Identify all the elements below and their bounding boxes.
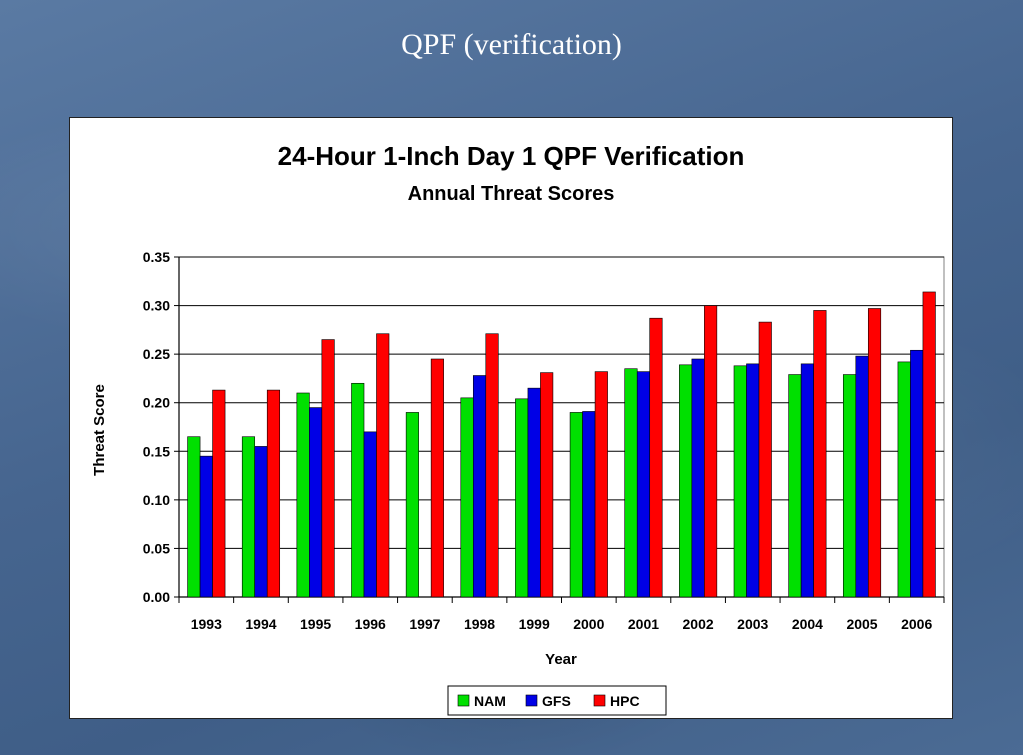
y-tick-label: 0.10 [143,492,170,508]
bar-gfs-2003 [746,363,760,598]
legend-label-hpc: HPC [610,693,640,709]
legend-swatch-gfs [525,694,538,707]
bar-gfs-2006 [910,349,924,598]
y-tick-label: 0.15 [143,443,170,459]
bar-hpc-2002 [704,305,718,598]
bar-chart: 24-Hour 1-Inch Day 1 QPF Verification An… [91,141,945,716]
bar-hpc-2000 [594,371,608,598]
plot-area: 0.00 0.05 0.10 0.15 0.20 0.25 0.30 0.35 1993 1994… [143,249,945,632]
bar-hpc-2006 [922,291,936,598]
bar-nam-2002 [679,364,693,598]
bar-gfs-2005 [855,355,869,598]
bar-gfs-1999 [527,387,541,598]
x-tick-label-2004: 2004 [792,616,823,632]
x-tick-label-1998: 1998 [464,616,495,632]
bar-nam-2006 [897,361,911,598]
x-axis-label: Year [545,651,577,668]
bar-nam-2004 [788,374,802,598]
bar-hpc-1993 [212,389,226,598]
bar-hpc-2004 [813,310,827,598]
y-tick-label: 0.35 [143,249,170,265]
x-tick-label-1997: 1997 [409,616,440,632]
bar-nam-1998 [460,397,474,598]
bar-nam-2005 [842,374,857,598]
x-tick-label-1993: 1993 [191,616,222,632]
y-tick-label: 0.25 [143,346,170,362]
x-tick-label-2002: 2002 [683,616,714,632]
slide-title: QPF (verification) [401,28,622,61]
bar-hpc-1995 [321,339,335,598]
x-tick-label-1995: 1995 [300,616,331,632]
bar-gfs-2004 [800,363,814,598]
chart-title: 24-Hour 1-Inch Day 1 QPF Verification [278,141,745,171]
y-tick-label: 0.05 [143,540,170,556]
y-tick-label: 0.20 [143,395,170,411]
x-tick-label-2006: 2006 [901,616,932,632]
chart-container: 24-Hour 1-Inch Day 1 QPF Verification An… [69,117,953,719]
x-tick-label-2003: 2003 [737,616,768,632]
bar-gfs-1993 [199,455,213,598]
x-tick-label-2001: 2001 [628,616,659,632]
bar-nam-2000 [569,412,583,598]
legend-box [447,685,667,716]
bar-hpc-1997 [430,358,444,598]
x-tick-label-1999: 1999 [519,616,550,632]
bar-gfs-1998 [472,375,487,598]
bar-gfs-1995 [309,407,323,598]
bar-hpc-1998 [485,333,499,598]
bar-hpc-2005 [867,308,882,598]
legend-swatch-hpc [593,694,606,707]
x-tick-label-2005: 2005 [846,616,877,632]
bar-nam-1995 [296,392,310,598]
x-tick-label-2000: 2000 [573,616,604,632]
bar-nam-1993 [187,436,201,598]
bar-hpc-1996 [376,333,390,598]
bar-gfs-2000 [582,411,596,598]
bar-nam-2003 [733,365,747,598]
legend: NAM GFS HPC [447,685,667,716]
bar-hpc-2001 [649,317,663,598]
bar-nam-1996 [351,382,365,598]
bar-hpc-1999 [540,372,554,598]
bar-nam-1994 [241,436,256,598]
chart-subtitle: Annual Threat Scores [408,183,615,205]
x-tick-label-1994: 1994 [245,616,276,632]
bar-gfs-1994 [254,446,268,598]
bar-nam-1999 [515,398,529,598]
y-axis-label: Threat Score [91,384,108,476]
bar-nam-1997 [405,412,419,598]
bar-gfs-2002 [691,358,705,598]
legend-label-gfs: GFS [542,693,571,709]
bar-gfs-2001 [636,371,651,598]
y-tick-label: 0.00 [143,589,170,605]
bar-nam-2001 [624,368,638,598]
legend-swatch-nam [457,694,470,707]
x-tick-label-1996: 1996 [355,616,386,632]
y-tick-label: 0.30 [143,298,170,314]
bar-hpc-1994 [266,389,281,598]
legend-label-nam: NAM [474,693,506,709]
bar-hpc-2003 [758,321,772,598]
plot-background [178,256,945,598]
bar-gfs-1996 [363,431,377,598]
